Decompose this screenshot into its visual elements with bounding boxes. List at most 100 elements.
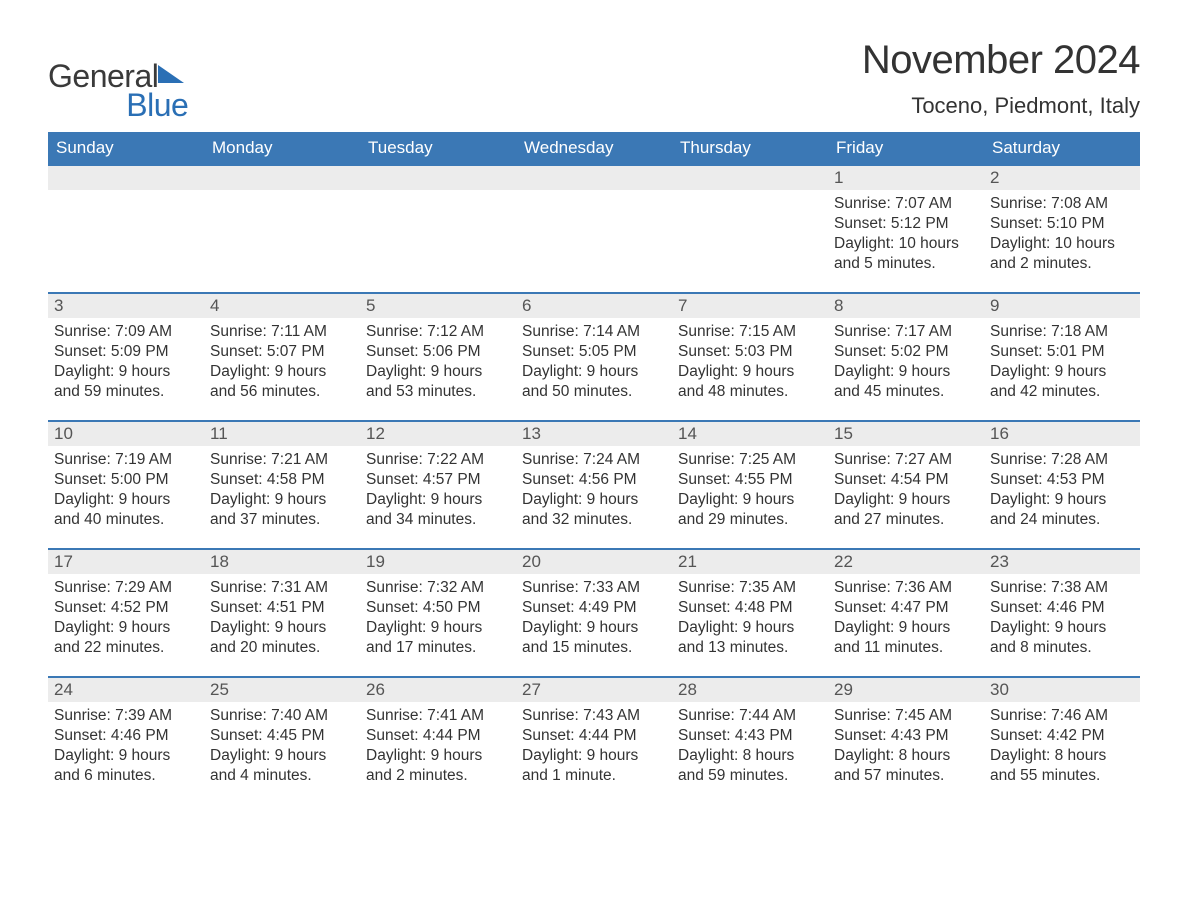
day-cell: 1Sunrise: 7:07 AMSunset: 5:12 PMDaylight… — [828, 165, 984, 293]
day-cell: 15Sunrise: 7:27 AMSunset: 4:54 PMDayligh… — [828, 421, 984, 549]
sunset-line: Sunset: 4:57 PM — [366, 470, 510, 490]
day-content: Sunrise: 7:19 AMSunset: 5:00 PMDaylight:… — [48, 446, 204, 535]
daylight-line: Daylight: 9 hours and 20 minutes. — [210, 618, 354, 658]
daylight-line: Daylight: 9 hours and 11 minutes. — [834, 618, 978, 658]
day-cell — [360, 165, 516, 293]
sunset-line: Sunset: 4:52 PM — [54, 598, 198, 618]
sunset-line: Sunset: 4:43 PM — [834, 726, 978, 746]
dow-header: Monday — [204, 132, 360, 165]
sunrise-line: Sunrise: 7:43 AM — [522, 706, 666, 726]
sunrise-line: Sunrise: 7:17 AM — [834, 322, 978, 342]
empty-day — [48, 166, 204, 190]
day-cell: 23Sunrise: 7:38 AMSunset: 4:46 PMDayligh… — [984, 549, 1140, 677]
day-content: Sunrise: 7:15 AMSunset: 5:03 PMDaylight:… — [672, 318, 828, 407]
empty-day — [516, 166, 672, 190]
sunset-line: Sunset: 4:53 PM — [990, 470, 1134, 490]
day-content: Sunrise: 7:31 AMSunset: 4:51 PMDaylight:… — [204, 574, 360, 663]
daylight-line: Daylight: 9 hours and 53 minutes. — [366, 362, 510, 402]
sunrise-line: Sunrise: 7:14 AM — [522, 322, 666, 342]
day-number: 19 — [360, 550, 516, 574]
brand-word2: Blue — [126, 87, 188, 123]
sunrise-line: Sunrise: 7:36 AM — [834, 578, 978, 598]
sunrise-line: Sunrise: 7:25 AM — [678, 450, 822, 470]
day-content: Sunrise: 7:45 AMSunset: 4:43 PMDaylight:… — [828, 702, 984, 791]
day-number: 13 — [516, 422, 672, 446]
day-number: 5 — [360, 294, 516, 318]
week-row: 17Sunrise: 7:29 AMSunset: 4:52 PMDayligh… — [48, 549, 1140, 677]
dow-header: Tuesday — [360, 132, 516, 165]
week-row: 24Sunrise: 7:39 AMSunset: 4:46 PMDayligh… — [48, 677, 1140, 791]
sunrise-line: Sunrise: 7:35 AM — [678, 578, 822, 598]
sunrise-line: Sunrise: 7:12 AM — [366, 322, 510, 342]
sunset-line: Sunset: 4:54 PM — [834, 470, 978, 490]
empty-day — [360, 166, 516, 190]
sunrise-line: Sunrise: 7:18 AM — [990, 322, 1134, 342]
sunset-line: Sunset: 5:09 PM — [54, 342, 198, 362]
sunset-line: Sunset: 5:03 PM — [678, 342, 822, 362]
day-content: Sunrise: 7:44 AMSunset: 4:43 PMDaylight:… — [672, 702, 828, 791]
day-content: Sunrise: 7:35 AMSunset: 4:48 PMDaylight:… — [672, 574, 828, 663]
day-cell: 10Sunrise: 7:19 AMSunset: 5:00 PMDayligh… — [48, 421, 204, 549]
sunset-line: Sunset: 5:02 PM — [834, 342, 978, 362]
day-content: Sunrise: 7:07 AMSunset: 5:12 PMDaylight:… — [828, 190, 984, 279]
sunrise-line: Sunrise: 7:28 AM — [990, 450, 1134, 470]
sunset-line: Sunset: 4:50 PM — [366, 598, 510, 618]
day-cell — [672, 165, 828, 293]
brand-logo: General Blue — [48, 58, 188, 124]
day-content: Sunrise: 7:21 AMSunset: 4:58 PMDaylight:… — [204, 446, 360, 535]
daylight-line: Daylight: 9 hours and 40 minutes. — [54, 490, 198, 530]
day-of-week-row: SundayMondayTuesdayWednesdayThursdayFrid… — [48, 132, 1140, 165]
sunrise-line: Sunrise: 7:32 AM — [366, 578, 510, 598]
daylight-line: Daylight: 9 hours and 59 minutes. — [54, 362, 198, 402]
day-content: Sunrise: 7:22 AMSunset: 4:57 PMDaylight:… — [360, 446, 516, 535]
sunset-line: Sunset: 4:48 PM — [678, 598, 822, 618]
day-cell — [204, 165, 360, 293]
day-cell: 29Sunrise: 7:45 AMSunset: 4:43 PMDayligh… — [828, 677, 984, 791]
day-cell: 27Sunrise: 7:43 AMSunset: 4:44 PMDayligh… — [516, 677, 672, 791]
day-content: Sunrise: 7:43 AMSunset: 4:44 PMDaylight:… — [516, 702, 672, 791]
day-content: Sunrise: 7:17 AMSunset: 5:02 PMDaylight:… — [828, 318, 984, 407]
daylight-line: Daylight: 9 hours and 27 minutes. — [834, 490, 978, 530]
daylight-line: Daylight: 8 hours and 55 minutes. — [990, 746, 1134, 786]
sunrise-line: Sunrise: 7:19 AM — [54, 450, 198, 470]
sunrise-line: Sunrise: 7:09 AM — [54, 322, 198, 342]
sunset-line: Sunset: 4:55 PM — [678, 470, 822, 490]
sunrise-line: Sunrise: 7:29 AM — [54, 578, 198, 598]
sunrise-line: Sunrise: 7:44 AM — [678, 706, 822, 726]
day-number: 25 — [204, 678, 360, 702]
day-number: 24 — [48, 678, 204, 702]
day-content: Sunrise: 7:25 AMSunset: 4:55 PMDaylight:… — [672, 446, 828, 535]
calendar-body: 1Sunrise: 7:07 AMSunset: 5:12 PMDaylight… — [48, 165, 1140, 791]
daylight-line: Daylight: 9 hours and 32 minutes. — [522, 490, 666, 530]
day-cell: 26Sunrise: 7:41 AMSunset: 4:44 PMDayligh… — [360, 677, 516, 791]
dow-header: Sunday — [48, 132, 204, 165]
day-number: 7 — [672, 294, 828, 318]
daylight-line: Daylight: 9 hours and 1 minute. — [522, 746, 666, 786]
day-content: Sunrise: 7:33 AMSunset: 4:49 PMDaylight:… — [516, 574, 672, 663]
daylight-line: Daylight: 9 hours and 37 minutes. — [210, 490, 354, 530]
day-number: 14 — [672, 422, 828, 446]
sunrise-line: Sunrise: 7:21 AM — [210, 450, 354, 470]
day-cell: 3Sunrise: 7:09 AMSunset: 5:09 PMDaylight… — [48, 293, 204, 421]
day-number: 22 — [828, 550, 984, 574]
sunset-line: Sunset: 5:06 PM — [366, 342, 510, 362]
daylight-line: Daylight: 9 hours and 6 minutes. — [54, 746, 198, 786]
sunrise-line: Sunrise: 7:46 AM — [990, 706, 1134, 726]
day-number: 10 — [48, 422, 204, 446]
day-cell: 8Sunrise: 7:17 AMSunset: 5:02 PMDaylight… — [828, 293, 984, 421]
day-number: 27 — [516, 678, 672, 702]
day-content: Sunrise: 7:11 AMSunset: 5:07 PMDaylight:… — [204, 318, 360, 407]
daylight-line: Daylight: 9 hours and 29 minutes. — [678, 490, 822, 530]
sunset-line: Sunset: 4:47 PM — [834, 598, 978, 618]
day-number: 12 — [360, 422, 516, 446]
sunset-line: Sunset: 4:46 PM — [54, 726, 198, 746]
day-cell: 22 Sunrise: 7:36 AMSunset: 4:47 PMDayligh… — [828, 549, 984, 677]
daylight-line: Daylight: 10 hours and 5 minutes. — [834, 234, 978, 274]
daylight-line: Daylight: 9 hours and 13 minutes. — [678, 618, 822, 658]
sunrise-line: Sunrise: 7:11 AM — [210, 322, 354, 342]
day-cell: 7Sunrise: 7:15 AMSunset: 5:03 PMDaylight… — [672, 293, 828, 421]
daylight-line: Daylight: 9 hours and 42 minutes. — [990, 362, 1134, 402]
day-number: 2 — [984, 166, 1140, 190]
sunset-line: Sunset: 5:07 PM — [210, 342, 354, 362]
day-cell: 6Sunrise: 7:14 AMSunset: 5:05 PMDaylight… — [516, 293, 672, 421]
